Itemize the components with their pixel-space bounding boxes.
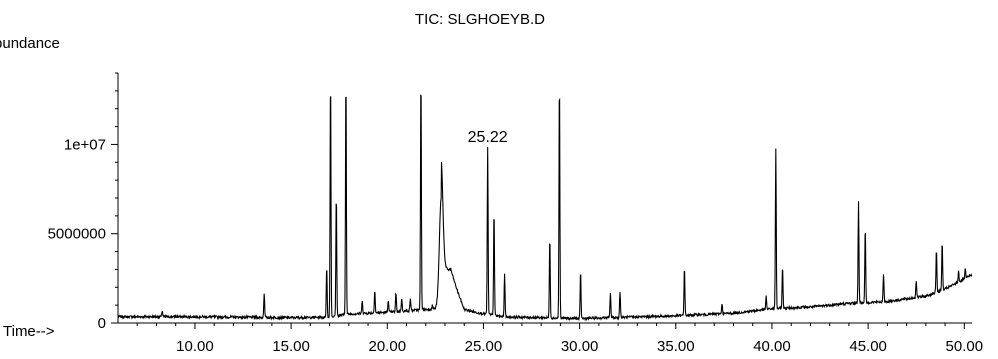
x-tick-label: 30.00 <box>561 338 599 355</box>
tic-trace <box>117 94 973 322</box>
chart-title: TIC: SLGHOEYB.D <box>415 11 545 28</box>
x-tick-label: 25.00 <box>465 338 503 355</box>
annotations: 25.22 <box>468 129 508 146</box>
axes <box>117 73 972 324</box>
y-tick-label: 5000000 <box>48 226 106 243</box>
x-tick-label: 45.00 <box>849 338 887 355</box>
x-axis-label: Time--> <box>3 323 55 340</box>
y-axis-label: Abundance <box>0 35 60 52</box>
y-tick-label: 1e+07 <box>64 136 106 153</box>
x-tick-label: 35.00 <box>657 338 695 355</box>
x-tick-label: 40.00 <box>753 338 791 355</box>
x-tick-label: 20.00 <box>369 338 407 355</box>
x-tick-label: 50.00 <box>946 338 984 355</box>
tick-labels: 10.00 15.00 20.00 25.00 30.00 35.00 40.00 45.00… <box>48 136 983 355</box>
tick-marks <box>111 72 965 329</box>
trace-group <box>117 94 973 322</box>
peak-annotation: 25.22 <box>468 129 508 146</box>
x-tick-label: 15.00 <box>272 338 310 355</box>
x-tick-label: 10.00 <box>176 338 214 355</box>
y-tick-label: 0 <box>98 315 106 332</box>
